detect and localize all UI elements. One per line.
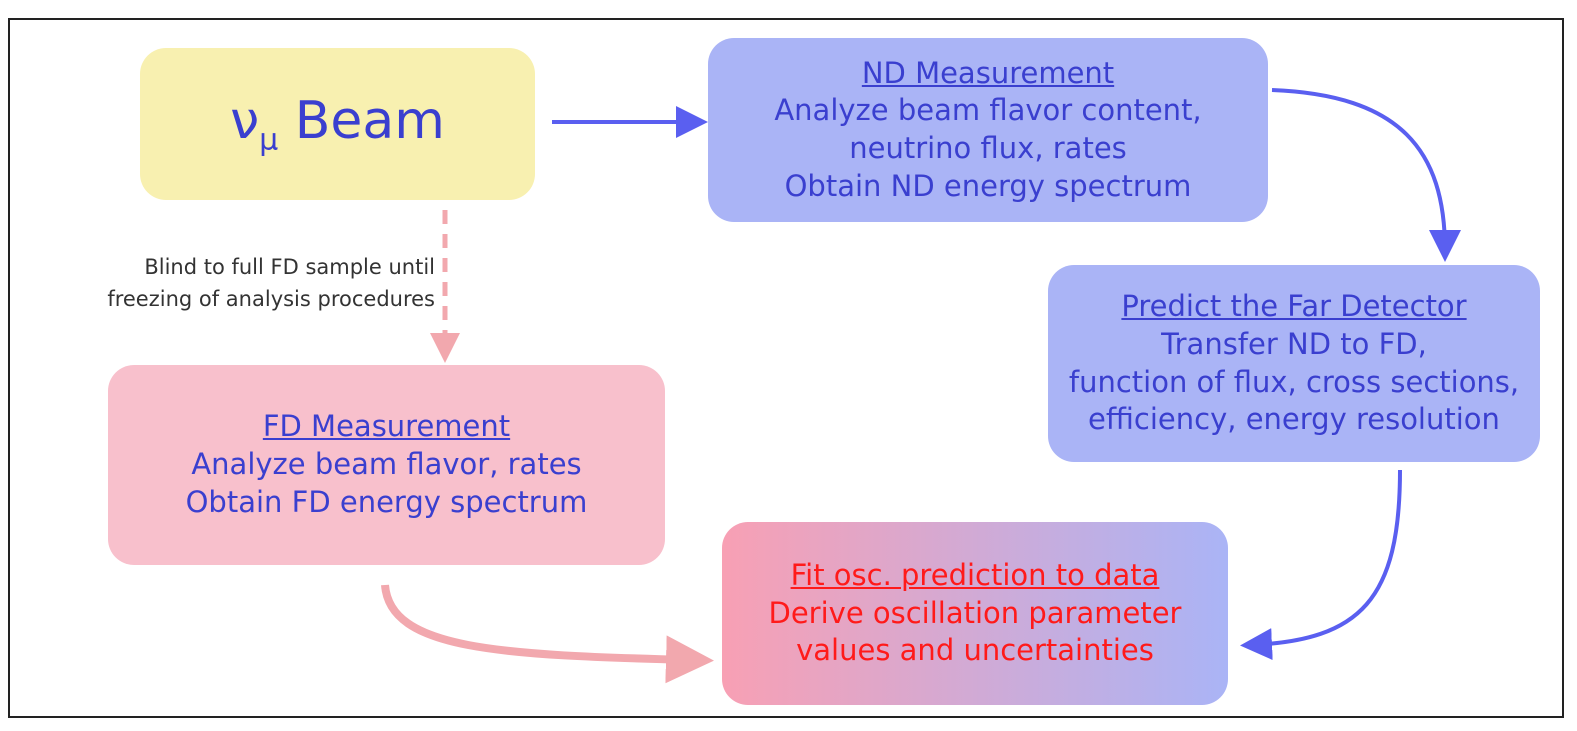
fd-box: FD Measurement Analyze beam flavor, rates… [108,365,665,565]
subscript: μ [259,122,279,158]
symbol: ν [230,91,260,152]
box-line: values and uncertainties [796,633,1154,668]
annotation: Blind to full FD sample until freezing of… [30,252,435,315]
box-line: Derive oscillation parameter [768,595,1182,630]
box-line: Obtain FD energy spectrum [185,484,588,519]
beam-label: νμ Beam [230,88,445,159]
box-line: Obtain ND energy spectrum [784,168,1192,203]
annotation-line: freezing of analysis procedures [107,286,435,311]
arrow [1271,88,1461,262]
label: Beam [294,91,445,152]
box-line: neutrino flux, rates [849,131,1127,165]
fit-box: Fit osc. prediction to data Derive oscill… [722,522,1228,705]
box-line: efficiency, energy resolution [1088,402,1500,437]
frame [8,18,1564,718]
box-title: ND Measurement [861,55,1115,90]
beam-box: νμ Beam [140,48,535,200]
nd-box: ND Measurement Analyze beam flavor conten… [708,38,1268,222]
box-title: FD Measurement [262,409,511,444]
arrow [1240,469,1402,661]
box-title: Predict the Far Detector [1121,289,1467,324]
box-line: Analyze beam flavor, rates [191,447,582,482]
arrow [381,584,714,684]
box-line: function of flux, cross sections, [1068,364,1520,399]
predict-box: Predict the Far Detector Transfer ND to F… [1048,265,1540,462]
annotation-line: Blind to full FD sample until [144,255,435,279]
box-title: Fit osc. prediction to data [790,557,1160,592]
box-line: Transfer ND to FD, [1161,326,1427,361]
box-line: Analyze beam flavor content, [774,93,1202,128]
